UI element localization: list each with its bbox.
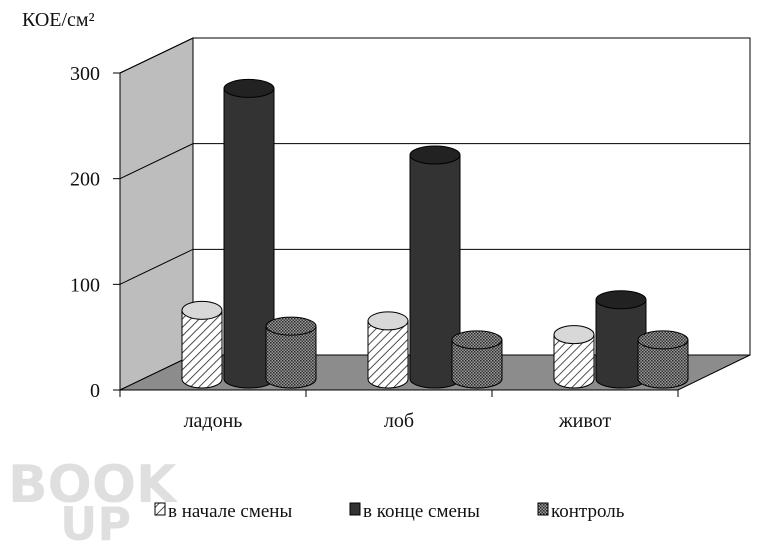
legend-label-2: в конце смены: [363, 501, 480, 522]
bar-top: [409, 145, 461, 165]
bar-body: [181, 309, 223, 389]
bar: [265, 316, 317, 389]
y-axis-title: КОЕ/см²: [22, 9, 95, 31]
bar-top: [595, 290, 647, 310]
bar-body: [367, 320, 409, 389]
bar-top: [265, 316, 317, 336]
legend-swatch-1: [154, 502, 166, 516]
bar-top: [451, 330, 503, 350]
legend: в начале смены в конце смены контроль: [154, 501, 625, 522]
bar-body: [637, 339, 689, 389]
legend-item-3: контроль: [537, 501, 625, 522]
bar: [367, 311, 409, 389]
watermark-line-1: BOOK: [8, 455, 178, 515]
x-tick-label: лоб: [384, 410, 414, 432]
bar-top: [223, 78, 275, 98]
x-tick-label: ладонь: [184, 410, 243, 432]
gridline: [119, 37, 750, 74]
y-ticks: 0 100 200 300: [70, 63, 120, 402]
watermark-logo: BOOK UP: [8, 455, 178, 545]
x-tick-label: живот: [558, 410, 612, 432]
bar-top: [367, 311, 409, 331]
gridline: [119, 143, 750, 180]
bar: [637, 330, 689, 389]
legend-swatch-2: [349, 502, 361, 516]
gridline: [119, 248, 750, 285]
legend-label-1: в начале смены: [168, 501, 292, 522]
bar: [595, 290, 647, 389]
bar-top: [553, 325, 595, 345]
y-tick-label: 0: [90, 380, 100, 402]
legend-label-3: контроль: [551, 501, 625, 522]
legend-swatch-3: [537, 502, 549, 516]
x-ticks: ладонь лоб живот: [119, 390, 679, 432]
bar-body: [451, 339, 503, 389]
bar-top: [637, 330, 689, 350]
bar: [451, 330, 503, 389]
legend-item-2: в конце смены: [349, 501, 480, 522]
bar: [553, 325, 595, 389]
bars: [181, 78, 689, 389]
watermark-line-2: UP: [60, 497, 131, 545]
legend-item-1: в начале смены: [154, 501, 292, 522]
bar: [409, 145, 461, 389]
y-tick-label: 200: [70, 169, 100, 191]
gridlines: [119, 37, 750, 285]
bar-body: [553, 334, 595, 389]
bar: [181, 300, 223, 389]
chart-back-wall: [192, 37, 751, 356]
bar-top: [181, 300, 223, 320]
y-tick-label: 300: [70, 63, 100, 85]
bar-body: [265, 325, 317, 389]
y-tick-label: 100: [70, 274, 100, 296]
